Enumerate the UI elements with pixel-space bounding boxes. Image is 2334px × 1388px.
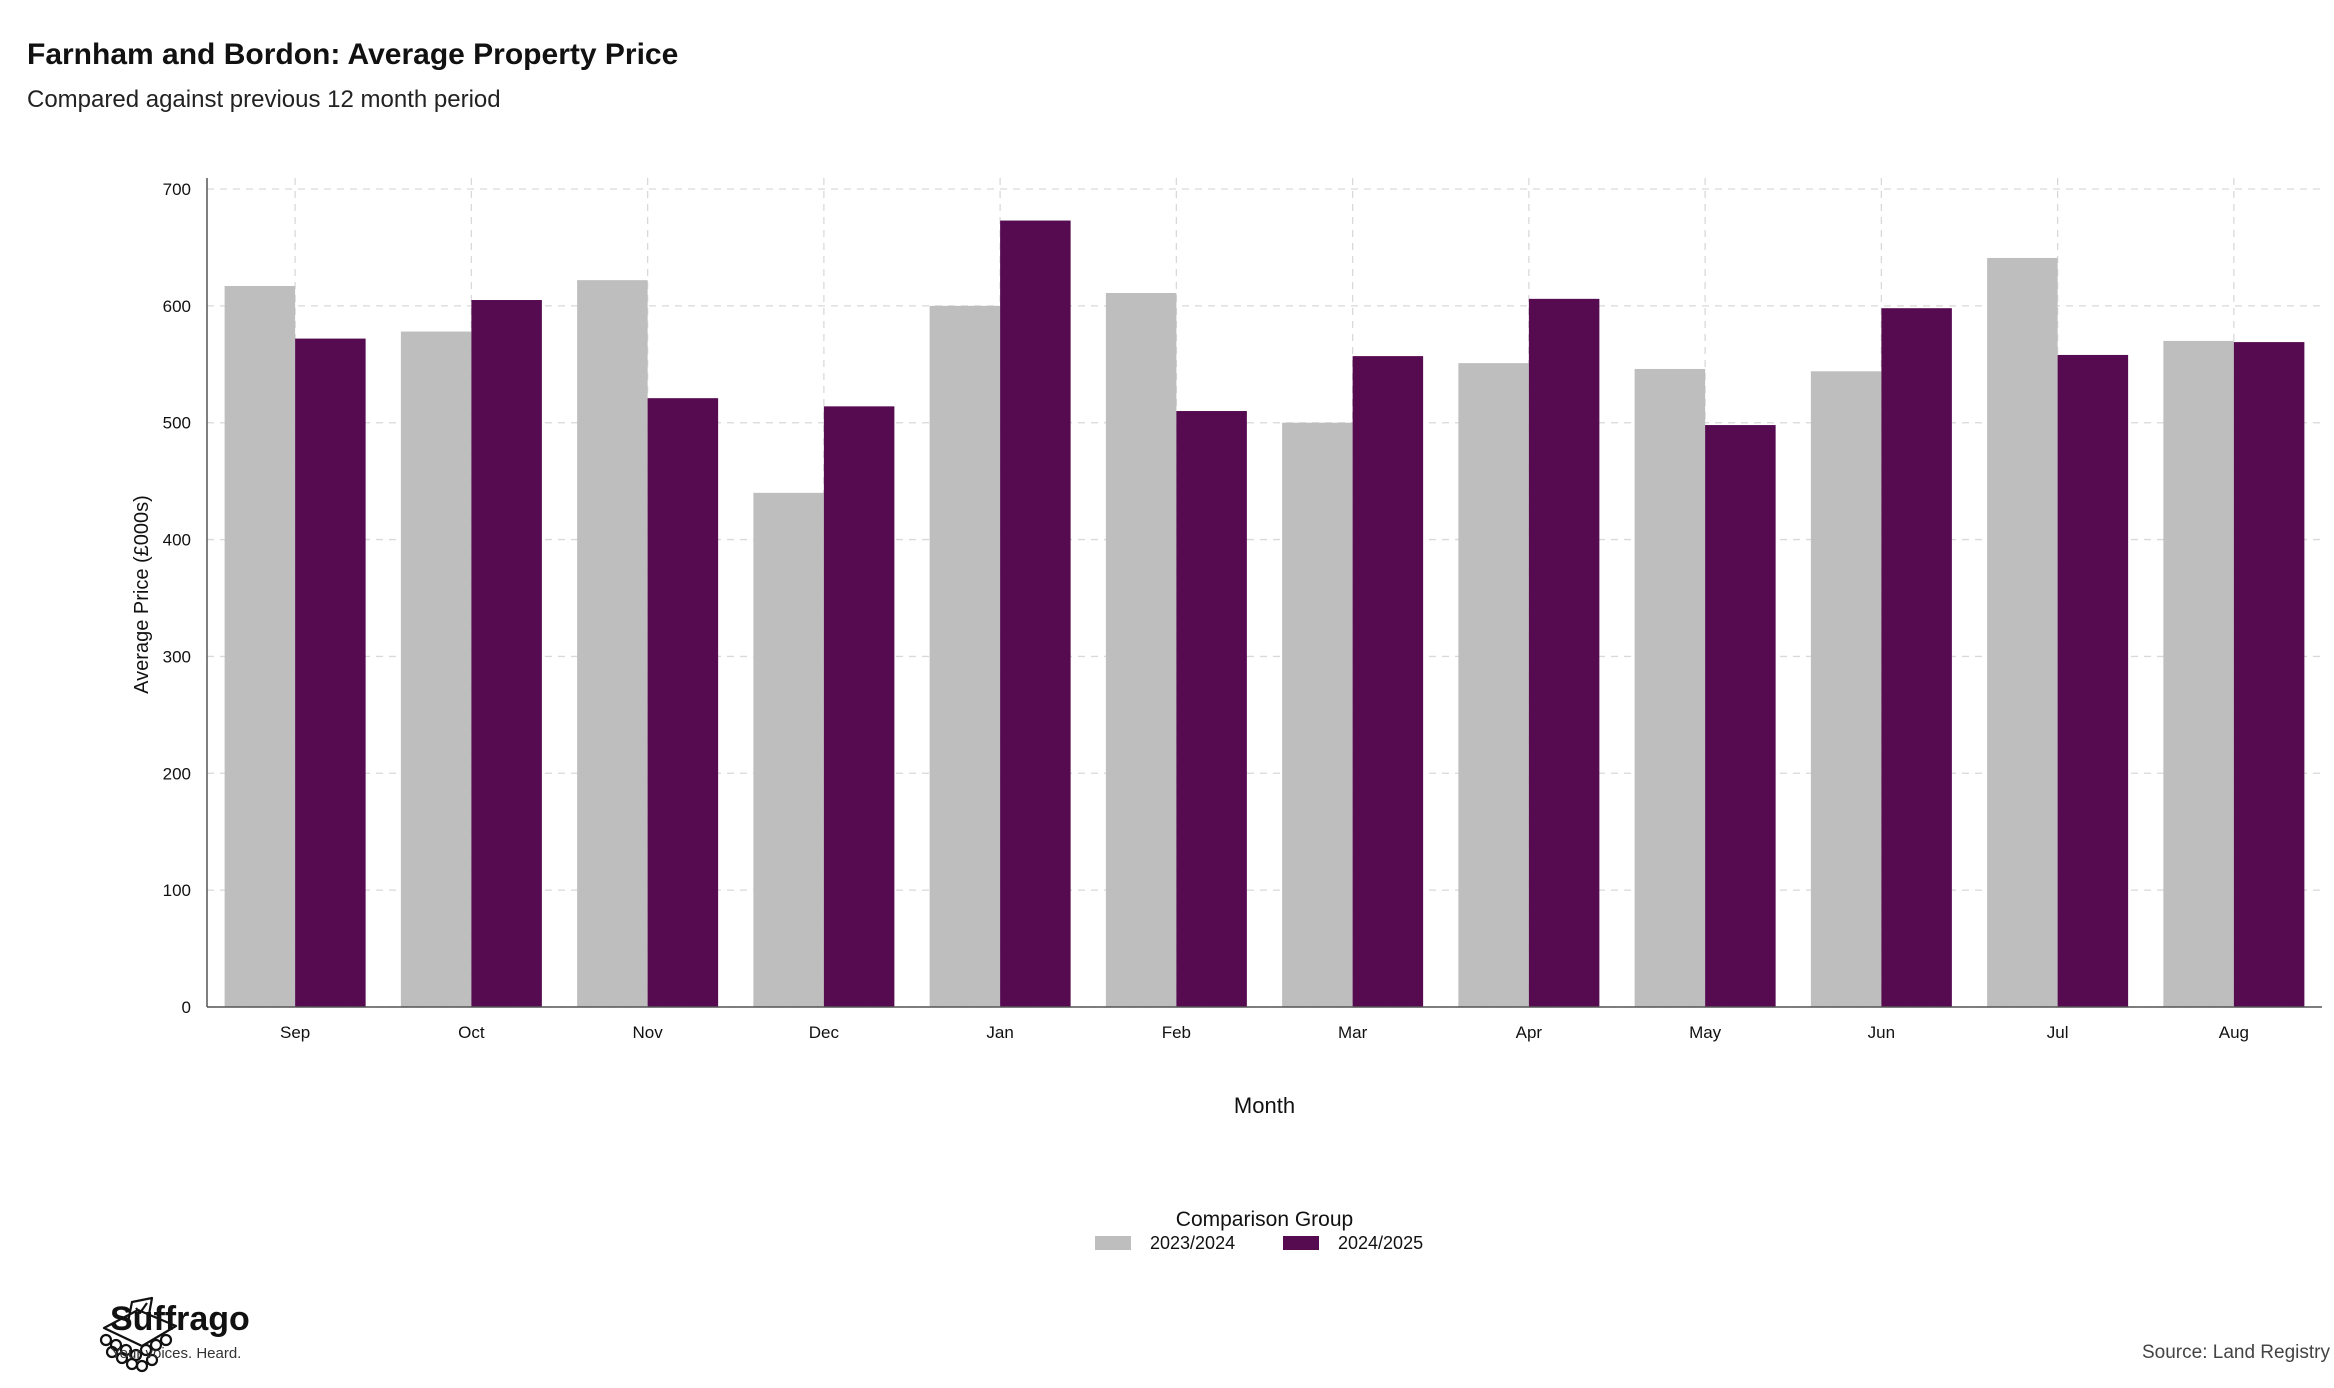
bar-2023-2024-jun [1810, 371, 1882, 1008]
y-tick-label: 600 [163, 297, 191, 316]
chart-title: Farnham and Bordon: Average Property Pri… [27, 38, 679, 71]
bar-2024-2025-feb [1176, 411, 1247, 1007]
y-axis-title: Average Price (£000s) [131, 495, 153, 694]
bar-2024-2025-apr [1528, 298, 1600, 1007]
bar-2024-2025-jun [1881, 308, 1952, 1007]
bar-2023-2024-dec [753, 492, 824, 1007]
x-tick-label: Jul [2047, 1023, 2069, 1042]
brand-name: Suffrago [110, 1300, 250, 1338]
x-tick-label: May [1689, 1023, 1722, 1042]
bar-2023-2024-oct [400, 331, 472, 1008]
source-note: Source: Land Registry [2142, 1342, 2330, 1363]
x-tick-label: Dec [809, 1023, 840, 1042]
bar-2024-2025-oct [471, 300, 542, 1007]
bar-2023-2024-jan [929, 305, 1001, 1007]
bar-chart: 0 100 200 300 400 500 600 700 Sep Oct Nov Dec Jan Feb… [131, 178, 2322, 1253]
x-axis-title: Month [1234, 1093, 1295, 1118]
y-tick-label: 400 [163, 531, 191, 550]
bar-2024-2025-jan [1000, 220, 1071, 1008]
x-tick-label: Mar [1338, 1023, 1368, 1042]
bar-2023-2024-sep [224, 285, 296, 1007]
legend-swatch [1095, 1236, 1131, 1250]
bar-2024-2025-aug [2233, 342, 2305, 1007]
y-tick-label: 500 [163, 414, 191, 433]
bar-2024-2025-jul [2057, 354, 2129, 1007]
y-tick-label: 200 [163, 764, 191, 783]
legend-title: Comparison Group [1176, 1208, 1353, 1231]
bar-2023-2024-aug [2163, 340, 2234, 1007]
bar-2023-2024-feb [1105, 293, 1177, 1007]
x-tick-label: Aug [2219, 1023, 2249, 1042]
y-tick-label: 700 [163, 180, 191, 199]
legend-swatch [1283, 1236, 1319, 1250]
bar-2024-2025-nov [647, 398, 719, 1007]
y-tick-label: 100 [163, 881, 191, 900]
bar-2023-2024-may [1634, 368, 1706, 1008]
x-tick-label: Jun [1868, 1023, 1895, 1042]
legend-label: 2024/2025 [1338, 1233, 1423, 1253]
x-tick-label: Jan [986, 1023, 1013, 1042]
bar-2024-2025-mar [1352, 356, 1424, 1007]
x-tick-label: Oct [458, 1023, 485, 1042]
brand-tagline: Your voices. Heard. [111, 1345, 242, 1362]
x-tick-label: Apr [1516, 1023, 1543, 1042]
ballot-box-logo-icon [99, 1296, 178, 1373]
x-tick-label: Nov [633, 1023, 664, 1042]
y-tick-label: 300 [163, 647, 191, 666]
bar-2024-2025-dec [823, 406, 895, 1008]
legend-label: 2023/2024 [1150, 1233, 1235, 1253]
x-tick-label: Sep [280, 1023, 310, 1042]
y-tick-label: 0 [182, 998, 191, 1017]
bar-2023-2024-mar [1282, 422, 1353, 1007]
bar-2024-2025-may [1705, 425, 1776, 1008]
bar-2024-2025-sep [295, 338, 366, 1007]
bar-2023-2024-nov [577, 280, 648, 1007]
bar-2023-2024-jul [1987, 257, 2058, 1008]
chart-subtitle: Compared against previous 12 month perio… [27, 86, 501, 113]
x-tick-label: Feb [1162, 1023, 1191, 1042]
bar-2023-2024-apr [1458, 363, 1529, 1007]
